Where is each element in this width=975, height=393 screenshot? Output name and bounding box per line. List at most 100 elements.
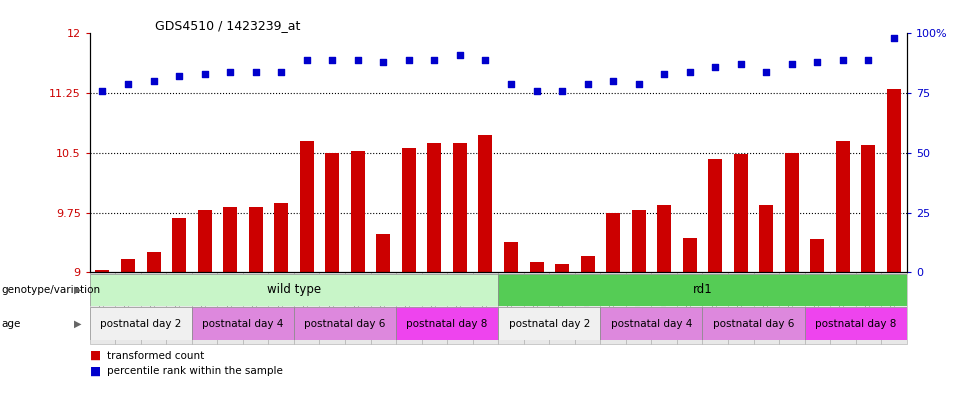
Point — [631, 81, 646, 87]
Bar — [887, 89, 901, 272]
Text: genotype/variation: genotype/variation — [1, 285, 100, 295]
Bar — [396, 272, 421, 344]
Bar — [294, 307, 396, 340]
Bar — [626, 272, 651, 344]
Text: percentile rank within the sample: percentile rank within the sample — [107, 366, 283, 376]
Point — [886, 35, 902, 41]
Bar — [504, 242, 518, 272]
Bar — [498, 274, 907, 306]
Point — [273, 68, 289, 75]
Point — [401, 57, 416, 63]
Bar — [268, 272, 294, 344]
Bar — [754, 272, 779, 344]
Point — [528, 88, 544, 94]
Bar — [192, 272, 217, 344]
Bar — [810, 239, 825, 272]
Text: ▶: ▶ — [74, 285, 82, 295]
Text: wild type: wild type — [267, 283, 321, 296]
Point — [784, 61, 800, 68]
Bar — [427, 143, 442, 272]
Text: transformed count: transformed count — [107, 351, 205, 361]
Bar — [549, 272, 575, 344]
Point — [222, 68, 238, 75]
Bar — [734, 154, 748, 272]
Bar — [453, 143, 467, 272]
Bar — [90, 274, 498, 306]
Bar — [345, 272, 370, 344]
Bar — [651, 272, 677, 344]
Point — [836, 57, 851, 63]
Bar — [140, 272, 167, 344]
Point — [248, 68, 263, 75]
Text: postnatal day 4: postnatal day 4 — [202, 319, 284, 329]
Point — [325, 57, 340, 63]
Bar — [702, 307, 804, 340]
Bar — [376, 234, 390, 272]
Bar — [677, 272, 702, 344]
Bar — [146, 252, 161, 272]
Bar — [223, 207, 237, 272]
Point — [861, 57, 877, 63]
Bar — [575, 272, 601, 344]
Text: postnatal day 4: postnatal day 4 — [610, 319, 692, 329]
Bar — [760, 205, 773, 272]
Point — [478, 57, 493, 63]
Bar — [555, 264, 569, 272]
Bar — [606, 213, 620, 272]
Bar — [601, 307, 702, 340]
Bar — [580, 256, 595, 272]
Bar — [830, 272, 856, 344]
Text: age: age — [1, 319, 20, 329]
Bar — [294, 272, 320, 344]
Bar — [498, 307, 601, 340]
Point — [197, 71, 213, 77]
Point — [682, 68, 697, 75]
Text: postnatal day 8: postnatal day 8 — [815, 319, 896, 329]
Bar — [856, 272, 881, 344]
Bar — [192, 307, 294, 340]
Bar — [728, 272, 754, 344]
Bar — [779, 272, 804, 344]
Text: postnatal day 8: postnatal day 8 — [407, 319, 488, 329]
Bar — [498, 272, 524, 344]
Point — [733, 61, 749, 68]
Bar — [804, 307, 907, 340]
Point — [708, 64, 723, 70]
Bar — [320, 272, 345, 344]
Text: ▶: ▶ — [74, 319, 82, 329]
Bar — [90, 307, 192, 340]
Text: postnatal day 6: postnatal day 6 — [304, 319, 386, 329]
Text: GDS4510 / 1423239_at: GDS4510 / 1423239_at — [155, 19, 300, 32]
Bar — [172, 218, 186, 272]
Point — [656, 71, 672, 77]
Bar — [785, 153, 799, 272]
Bar — [249, 207, 262, 272]
Bar — [473, 272, 498, 344]
Bar — [274, 203, 289, 272]
Bar — [632, 210, 645, 272]
Bar — [448, 272, 473, 344]
Bar — [198, 210, 212, 272]
Text: postnatal day 2: postnatal day 2 — [509, 319, 590, 329]
Bar — [351, 151, 365, 272]
Point — [299, 57, 315, 63]
Point — [809, 59, 825, 65]
Point — [605, 78, 621, 84]
Point — [580, 81, 596, 87]
Bar — [396, 307, 498, 340]
Bar — [421, 272, 448, 344]
Point — [427, 57, 443, 63]
Bar — [121, 259, 135, 272]
Text: rd1: rd1 — [692, 283, 713, 296]
Point — [503, 81, 519, 87]
Bar — [479, 134, 492, 272]
Point — [554, 88, 569, 94]
Bar — [217, 272, 243, 344]
Point — [120, 81, 136, 87]
Point — [95, 88, 110, 94]
Bar — [115, 272, 140, 344]
Point — [350, 57, 366, 63]
Text: ■: ■ — [90, 365, 100, 378]
Bar — [524, 272, 549, 344]
Bar — [702, 272, 728, 344]
